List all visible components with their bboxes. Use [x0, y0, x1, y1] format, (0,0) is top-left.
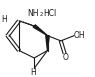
Polygon shape [33, 25, 48, 36]
Text: H: H [1, 15, 7, 24]
Polygon shape [46, 36, 49, 51]
Text: 2: 2 [39, 12, 43, 17]
Text: HCl: HCl [44, 9, 57, 18]
Text: OH: OH [74, 31, 86, 40]
Text: NH: NH [27, 9, 39, 18]
Text: H: H [30, 68, 36, 77]
Text: O: O [63, 53, 68, 62]
